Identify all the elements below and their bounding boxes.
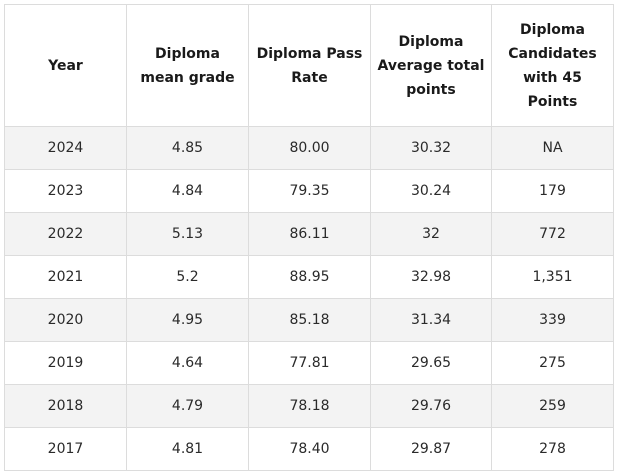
cell-candidates-45-points: NA bbox=[491, 126, 614, 170]
header-pass-rate: Diploma Pass Rate bbox=[248, 4, 371, 127]
header-average-total-points: Diploma Average total points bbox=[370, 4, 492, 127]
header-year: Year bbox=[4, 4, 127, 127]
cell-average-total-points: 32 bbox=[370, 212, 492, 256]
header-candidates-45-points: Diploma Candidates with 45 Points bbox=[491, 4, 614, 127]
cell-average-total-points: 29.87 bbox=[370, 427, 492, 471]
cell-mean-grade: 4.81 bbox=[126, 427, 249, 471]
results-table-container: Year Diploma mean grade Diploma Pass Rat… bbox=[4, 4, 614, 471]
cell-average-total-points: 32.98 bbox=[370, 255, 492, 299]
cell-pass-rate: 88.95 bbox=[248, 255, 371, 299]
cell-pass-rate: 80.00 bbox=[248, 126, 371, 170]
table-header: Year Diploma mean grade Diploma Pass Rat… bbox=[4, 4, 614, 127]
cell-pass-rate: 85.18 bbox=[248, 298, 371, 342]
table-body: 2024 4.85 80.00 30.32 NA 2023 4.84 79.35 30.24 17… bbox=[4, 126, 614, 471]
table-row: 2023 4.84 79.35 30.24 179 bbox=[4, 169, 614, 213]
cell-average-total-points: 31.34 bbox=[370, 298, 492, 342]
cell-year: 2020 bbox=[4, 298, 127, 342]
cell-average-total-points: 30.24 bbox=[370, 169, 492, 213]
cell-year: 2022 bbox=[4, 212, 127, 256]
cell-pass-rate: 78.40 bbox=[248, 427, 371, 471]
cell-year: 2023 bbox=[4, 169, 127, 213]
cell-mean-grade: 5.2 bbox=[126, 255, 249, 299]
cell-mean-grade: 4.95 bbox=[126, 298, 249, 342]
cell-mean-grade: 4.79 bbox=[126, 384, 249, 428]
cell-candidates-45-points: 275 bbox=[491, 341, 614, 385]
diploma-results-table: Year Diploma mean grade Diploma Pass Rat… bbox=[4, 4, 614, 471]
cell-pass-rate: 78.18 bbox=[248, 384, 371, 428]
cell-pass-rate: 77.81 bbox=[248, 341, 371, 385]
cell-candidates-45-points: 772 bbox=[491, 212, 614, 256]
table-row: 2021 5.2 88.95 32.98 1,351 bbox=[4, 255, 614, 299]
cell-average-total-points: 29.65 bbox=[370, 341, 492, 385]
cell-year: 2017 bbox=[4, 427, 127, 471]
cell-year: 2018 bbox=[4, 384, 127, 428]
header-mean-grade: Diploma mean grade bbox=[126, 4, 249, 127]
table-row: 2018 4.79 78.18 29.76 259 bbox=[4, 384, 614, 428]
header-row: Year Diploma mean grade Diploma Pass Rat… bbox=[4, 4, 614, 127]
cell-candidates-45-points: 1,351 bbox=[491, 255, 614, 299]
cell-candidates-45-points: 278 bbox=[491, 427, 614, 471]
cell-average-total-points: 30.32 bbox=[370, 126, 492, 170]
cell-pass-rate: 86.11 bbox=[248, 212, 371, 256]
cell-mean-grade: 4.64 bbox=[126, 341, 249, 385]
cell-candidates-45-points: 259 bbox=[491, 384, 614, 428]
cell-mean-grade: 5.13 bbox=[126, 212, 249, 256]
cell-year: 2024 bbox=[4, 126, 127, 170]
cell-year: 2019 bbox=[4, 341, 127, 385]
cell-pass-rate: 79.35 bbox=[248, 169, 371, 213]
table-row: 2020 4.95 85.18 31.34 339 bbox=[4, 298, 614, 342]
cell-average-total-points: 29.76 bbox=[370, 384, 492, 428]
cell-mean-grade: 4.85 bbox=[126, 126, 249, 170]
table-row: 2017 4.81 78.40 29.87 278 bbox=[4, 427, 614, 471]
cell-year: 2021 bbox=[4, 255, 127, 299]
cell-mean-grade: 4.84 bbox=[126, 169, 249, 213]
cell-candidates-45-points: 179 bbox=[491, 169, 614, 213]
table-row: 2019 4.64 77.81 29.65 275 bbox=[4, 341, 614, 385]
table-row: 2024 4.85 80.00 30.32 NA bbox=[4, 126, 614, 170]
cell-candidates-45-points: 339 bbox=[491, 298, 614, 342]
table-row: 2022 5.13 86.11 32 772 bbox=[4, 212, 614, 256]
